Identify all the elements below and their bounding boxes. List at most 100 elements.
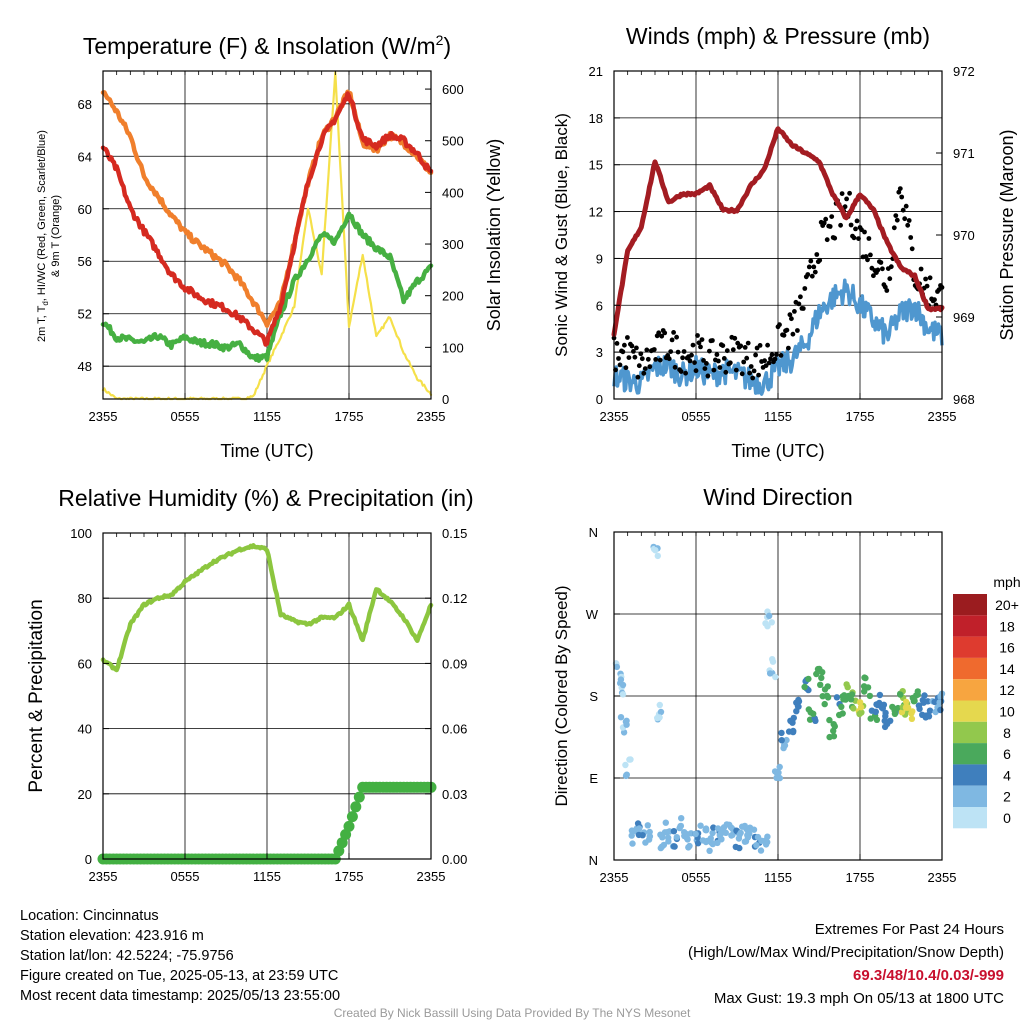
legend-swatch	[953, 807, 987, 829]
direction-point	[652, 547, 659, 554]
left-y-tick-label: 6	[596, 298, 603, 313]
gust-point	[842, 204, 848, 210]
gust-point	[636, 363, 642, 369]
left-y-tick-label: 3	[596, 345, 603, 360]
left-y-tick-label: 80	[78, 591, 92, 606]
gust-point	[620, 349, 626, 355]
gust-point	[856, 236, 861, 242]
direction-point	[665, 834, 672, 841]
gust-point	[932, 297, 937, 303]
gust-point	[723, 369, 729, 375]
gust-point	[662, 330, 668, 336]
right-y-tick-label: 968	[953, 392, 975, 407]
gust-point	[897, 186, 903, 192]
gust-point	[824, 237, 830, 243]
left-y-tick-label: 18	[589, 111, 603, 126]
gust-point	[896, 189, 902, 195]
gust-point	[689, 352, 694, 358]
right-y-tick-label: 969	[953, 310, 975, 325]
extremes-title: Extremes For Past 24 Hours	[814, 921, 1004, 938]
right-y-tick-label: 0.03	[442, 787, 467, 802]
gust-point	[823, 216, 829, 222]
gust-point	[821, 220, 827, 226]
left-y-tick-label: 48	[78, 359, 92, 374]
gust-point	[880, 266, 885, 272]
legend-label: 4	[1003, 767, 1011, 783]
direction-point	[678, 815, 685, 822]
direction-point	[722, 829, 729, 836]
direction-point	[642, 839, 649, 846]
left-y-tick-label: 12	[589, 205, 603, 220]
direction-point	[628, 827, 636, 834]
gust-point	[745, 340, 751, 346]
direction-point	[646, 833, 654, 840]
direction-point	[908, 715, 916, 722]
left-y-tick-label: 60	[78, 656, 92, 671]
gust-point	[744, 355, 750, 361]
left-y-tick-label: 21	[589, 64, 603, 79]
gust-point	[666, 356, 672, 362]
winds-panel: Winds (mph) & Pressure (mb) 2355 0555 1155…	[552, 23, 1017, 461]
series-line-3	[101, 71, 433, 401]
direction-point	[673, 834, 680, 841]
direction-point	[848, 691, 856, 698]
gust-point	[707, 348, 712, 354]
x-tick-label: 0555	[682, 409, 711, 424]
gust-point	[645, 356, 651, 362]
direction-point	[866, 692, 874, 700]
gust-point	[683, 370, 688, 376]
gust-point	[693, 368, 699, 374]
direction-point	[902, 698, 910, 706]
direction-point	[880, 701, 888, 708]
direction-point	[810, 710, 817, 717]
gust-point	[774, 352, 779, 357]
gust-point	[687, 358, 693, 364]
legend-swatch	[953, 615, 987, 637]
gust-point	[839, 191, 845, 197]
direction-point	[677, 823, 684, 830]
gust-point	[733, 367, 739, 373]
gust-point	[641, 370, 647, 376]
gust-point	[900, 207, 906, 213]
direction-point	[764, 833, 771, 840]
direction-point	[795, 703, 802, 710]
gust-point	[817, 257, 823, 263]
gust-point	[653, 357, 659, 362]
legend-label: 2	[1003, 789, 1011, 805]
direction-point	[753, 842, 760, 849]
legend-swatch	[953, 594, 987, 616]
direction-point	[861, 688, 868, 695]
gust-point	[638, 351, 644, 357]
temperature-xlabel: Time (UTC)	[220, 441, 313, 461]
right-y-tick-label: 300	[442, 237, 464, 252]
gust-point	[854, 218, 860, 224]
gust-point	[632, 354, 638, 360]
gust-point	[899, 194, 905, 200]
x-tick-label: 2355	[928, 870, 957, 885]
series-line-2	[100, 211, 434, 363]
direction-point	[622, 761, 629, 769]
right-y-tick-label: 0.12	[442, 591, 467, 606]
gust-point	[851, 235, 857, 241]
gust-point	[924, 283, 930, 289]
gust-point	[777, 322, 782, 328]
gust-point	[829, 214, 835, 220]
left-y-tick-label: 68	[78, 97, 92, 112]
pressure-ylabel: Station Pressure (Maroon)	[997, 129, 1017, 340]
x-tick-label: 2355	[89, 409, 118, 424]
gust-point	[862, 229, 867, 235]
right-y-tick-label: 971	[953, 146, 975, 161]
x-tick-label: 1155	[764, 409, 792, 424]
right-y-tick-label: 0.00	[442, 852, 467, 867]
direction-point	[619, 681, 627, 689]
gust-point	[805, 272, 811, 277]
direction-point	[924, 698, 931, 705]
right-y-tick-label: 100	[442, 340, 464, 355]
direction-point	[741, 822, 748, 830]
gust-point	[727, 360, 733, 366]
direction-point	[818, 674, 825, 682]
direction-point	[683, 835, 691, 842]
direction-point	[619, 691, 627, 698]
x-tick-label: 1755	[846, 870, 875, 885]
x-tick-label: 2355	[928, 409, 957, 424]
